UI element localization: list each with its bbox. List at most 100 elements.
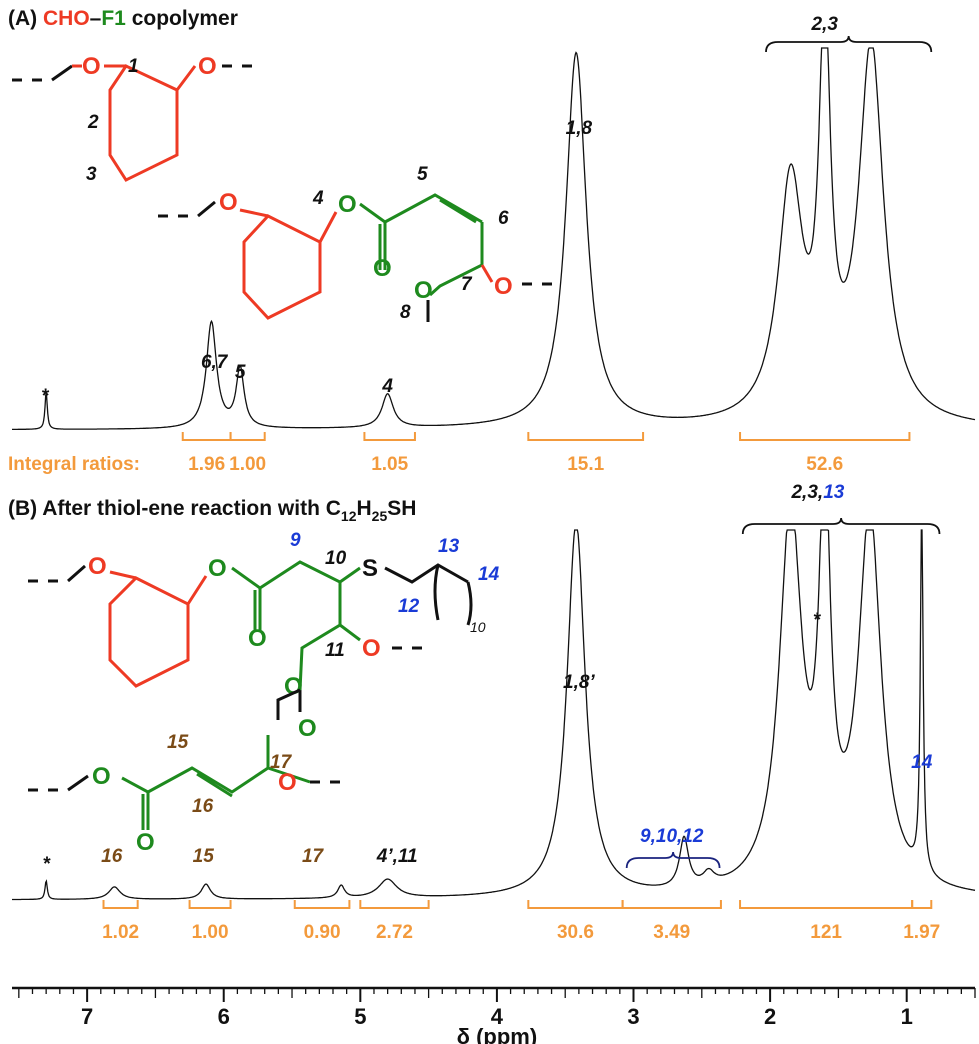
tick-label: 7 <box>81 1004 93 1029</box>
peak-label: 2,3,13 <box>790 482 844 503</box>
integral-bracket <box>363 432 416 441</box>
spectra-layer <box>12 47 976 901</box>
atom-o: O <box>414 277 433 304</box>
carbon-number: 14 <box>478 564 500 585</box>
atom-o: O <box>219 189 238 216</box>
peak-labels-layer: *6,7 541,82,3* 16 15 17 4’,111,8’9,10,12*2,3,… <box>41 14 941 875</box>
integral-value: 3.49 <box>653 922 690 943</box>
integral-value: 15.1 <box>567 454 604 475</box>
integral-caption: Integral ratios: <box>8 454 140 475</box>
peak-label: 2,3 <box>811 14 839 35</box>
integral-bracket <box>102 900 139 909</box>
integral-value: 30.6 <box>557 922 594 943</box>
tick-label: 2 <box>764 1004 776 1029</box>
carbon-number: 7 <box>461 274 473 295</box>
carbon-number: 1 <box>128 56 139 77</box>
atom-o: O <box>494 273 513 300</box>
atom-o: O <box>338 191 357 218</box>
tick-label: 6 <box>218 1004 230 1029</box>
group-bracket <box>741 517 941 535</box>
atom-o: O <box>88 553 107 580</box>
integral-value: 121 <box>810 922 842 943</box>
peak-label: 1,8’ <box>563 672 595 693</box>
integral-bracket <box>739 900 914 909</box>
panel-a-title: (A) CHO–F1 copolymer <box>8 7 238 30</box>
carbon-number: 5 <box>417 164 428 185</box>
atom-o: O <box>136 829 155 856</box>
integral-bracket <box>527 432 645 441</box>
carbon-number: 16 <box>192 796 214 817</box>
integral-bracket <box>911 900 933 909</box>
group-bracket <box>625 851 721 869</box>
peak-label: 6,7 <box>201 352 229 373</box>
tick-label: 1 <box>901 1004 913 1029</box>
atom-o: O <box>278 769 297 796</box>
spectrum-line <box>12 47 976 431</box>
integral-bracket <box>293 900 351 909</box>
peak-label: 14 <box>911 752 933 773</box>
carbon-number: 6 <box>498 208 509 229</box>
carbon-number: 10 <box>325 548 347 569</box>
peak-label: * <box>813 610 822 631</box>
atom-s: S <box>362 555 378 582</box>
integral-value: 1.05 <box>371 454 408 475</box>
atom-o: O <box>298 715 317 742</box>
integral-bracket <box>621 900 722 909</box>
peak-label: 16 <box>101 846 123 867</box>
panel-b-title: (B) After thiol-ene reaction with C12H25… <box>8 497 416 524</box>
integral-bracket <box>527 900 624 909</box>
peak-label: 17 <box>302 846 325 867</box>
integral-value: 1.00 <box>192 922 229 943</box>
integral-bracket <box>359 900 430 909</box>
integral-value: 0.90 <box>304 922 341 943</box>
tick-label: 5 <box>354 1004 366 1029</box>
peak-label: * <box>41 386 50 407</box>
structure-cho-unit <box>12 64 252 182</box>
atom-o: O <box>373 255 392 282</box>
peak-label: 9,10,12 <box>640 826 704 847</box>
carbon-number: 11 <box>325 640 345 661</box>
repeat-subscript: 10 <box>470 619 486 635</box>
atom-o: O <box>82 53 101 80</box>
spectrum-line <box>12 529 976 901</box>
integral-bracket <box>181 432 232 441</box>
carbon-number: 12 <box>398 596 420 617</box>
integral-bracket <box>229 432 266 441</box>
peak-label: * <box>42 854 51 875</box>
tick-label: 3 <box>627 1004 639 1029</box>
integral-value: 1.00 <box>229 454 266 475</box>
integral-bracket <box>188 900 232 909</box>
atom-o: O <box>92 763 111 790</box>
integral-value: 2.72 <box>376 922 413 943</box>
atom-o: O <box>208 555 227 582</box>
atom-o: O <box>248 625 267 652</box>
integral-bracket <box>739 432 911 441</box>
x-axis-label: δ (ppm) <box>457 1024 538 1044</box>
carbon-number: 4 <box>312 188 324 209</box>
peak-label: 4’,11 <box>376 846 418 867</box>
carbon-number: 8 <box>400 302 411 323</box>
peak-label: 4 <box>381 376 393 397</box>
carbon-number: 17 <box>270 752 293 773</box>
carbon-number: 15 <box>167 732 189 753</box>
x-axis: 7 6 5 4 3 2 1 δ (ppm) <box>12 986 976 1044</box>
atom-o: O <box>198 53 217 80</box>
integral-value: 1.97 <box>903 922 940 943</box>
group-bracket <box>765 35 933 53</box>
integral-value: 52.6 <box>806 454 843 475</box>
tick-label: 4 <box>491 1004 504 1029</box>
structure-f1-unit <box>158 193 552 322</box>
peak-label: 5 <box>235 362 246 383</box>
carbon-number: 9 <box>290 530 301 551</box>
structure-residual-unit <box>28 688 340 830</box>
carbon-number: 3 <box>86 164 97 185</box>
structure-thiol-adduct <box>28 560 473 712</box>
peak-label: 15 <box>193 846 215 867</box>
integral-value: 1.96 <box>188 454 225 475</box>
atom-o: O <box>362 635 381 662</box>
integral-value: 1.02 <box>102 922 139 943</box>
carbon-number: 2 <box>87 112 99 133</box>
atom-o: O <box>284 673 303 700</box>
